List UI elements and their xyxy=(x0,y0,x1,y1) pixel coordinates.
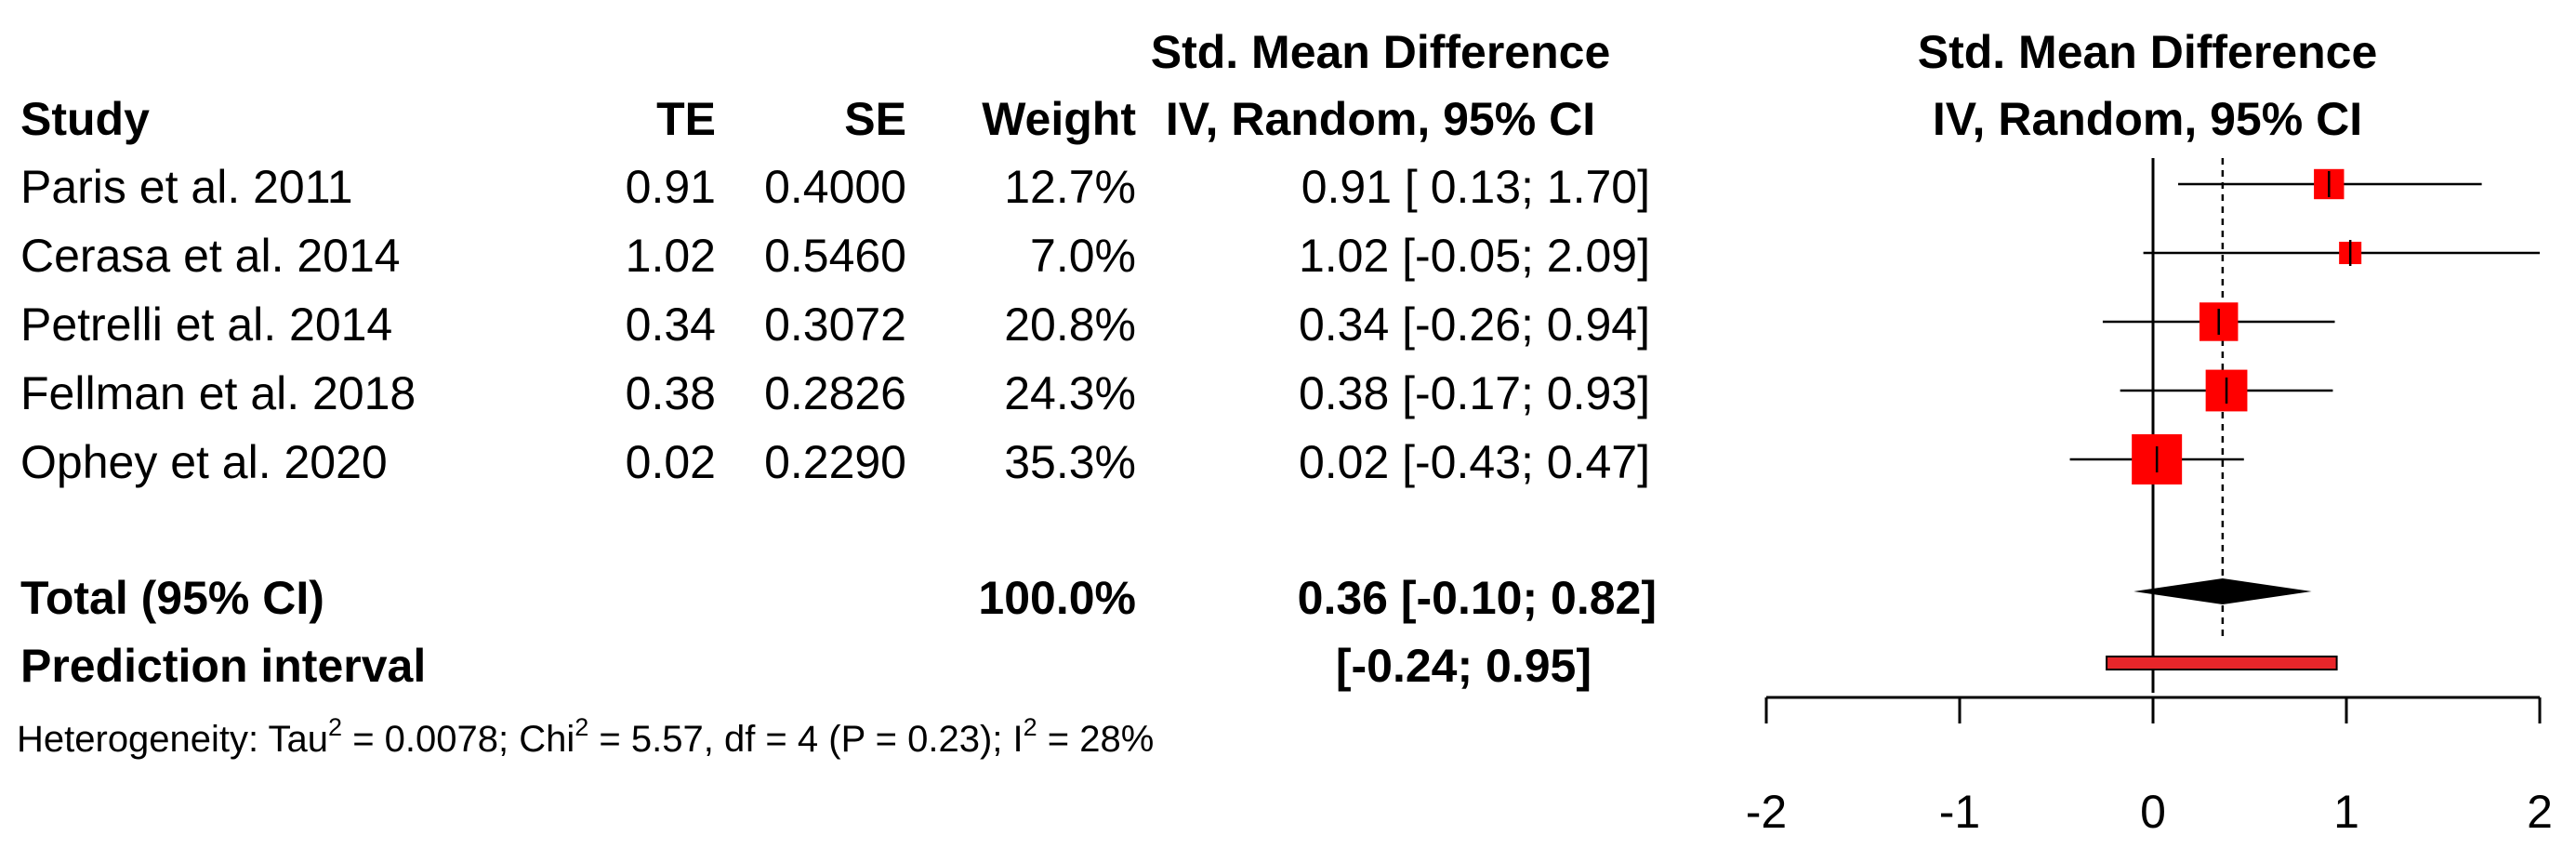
total-label: Total (95% CI) xyxy=(20,572,324,624)
study-column-header: Study xyxy=(20,93,150,145)
study-row: Paris et al. 2011 0.91 0.4000 12.7% 0.91… xyxy=(20,161,1650,213)
study-se: 0.3072 xyxy=(764,298,906,351)
study-ci: 1.02 [-0.05; 2.09] xyxy=(1299,230,1650,282)
study-te: 0.34 xyxy=(626,298,716,351)
study-se: 0.2290 xyxy=(764,436,906,488)
study-row: Petrelli et al. 2014 0.34 0.3072 20.8% 0… xyxy=(20,298,1650,351)
study-weight: 35.3% xyxy=(1004,436,1136,488)
heterogeneity-chi-sup: 2 xyxy=(575,713,588,741)
heterogeneity-chi-rest: = 5.57, df = 4 (P = 0.23); I xyxy=(588,719,1023,760)
study-ci: 0.38 [-0.17; 0.93] xyxy=(1299,367,1650,419)
study-name: Ophey et al. 2020 xyxy=(20,436,388,488)
study-te: 0.02 xyxy=(626,436,716,488)
study-row: Fellman et al. 2018 0.38 0.2826 24.3% 0.… xyxy=(20,367,1650,419)
study-se: 0.2826 xyxy=(764,367,906,419)
study-se: 0.4000 xyxy=(764,161,906,213)
x-axis-tick-label: -1 xyxy=(1939,786,1980,838)
plot-header-line2: IV, Random, 95% CI xyxy=(1933,93,2362,145)
study-name: Petrelli et al. 2014 xyxy=(20,298,392,351)
study-weight: 24.3% xyxy=(1004,367,1136,419)
se-column-header: SE xyxy=(844,93,906,145)
prediction-label: Prediction interval xyxy=(20,640,426,692)
x-axis-tick-label: 2 xyxy=(2527,786,2553,838)
prediction-ci: [-0.24; 0.95] xyxy=(1336,640,1592,692)
x-axis-tick-label: -2 xyxy=(1746,786,1787,838)
prediction-interval-bar xyxy=(2106,656,2338,670)
study-se: 0.5460 xyxy=(764,230,906,282)
heterogeneity-i-sup: 2 xyxy=(1024,713,1037,741)
heterogeneity-tau-sup: 2 xyxy=(328,713,342,741)
plot-area: -2 -1 0 1 2 xyxy=(1746,158,2553,838)
study-row: Ophey et al. 2020 0.02 0.2290 35.3% 0.02… xyxy=(20,436,1650,488)
study-weight: 7.0% xyxy=(1030,230,1136,282)
study-ci: 0.34 [-0.26; 0.94] xyxy=(1299,298,1650,351)
heterogeneity-tau-label: Heterogeneity: Tau xyxy=(17,719,328,760)
study-te: 1.02 xyxy=(626,230,716,282)
pooled-diamond xyxy=(2133,578,2312,604)
study-row: Cerasa et al. 2014 1.02 0.5460 7.0% 1.02… xyxy=(20,230,1650,282)
ci-column-header-line2: IV, Random, 95% CI xyxy=(1166,93,1595,145)
heterogeneity-text: Heterogeneity: Tau2 = 0.0078; Chi2 = 5.5… xyxy=(17,713,1154,760)
study-weight: 20.8% xyxy=(1004,298,1136,351)
plot-header-line1: Std. Mean Difference xyxy=(1918,26,2378,78)
study-ci: 0.91 [ 0.13; 1.70] xyxy=(1301,161,1650,213)
study-name: Fellman et al. 2018 xyxy=(20,367,416,419)
study-te: 0.91 xyxy=(626,161,716,213)
study-weight: 12.7% xyxy=(1004,161,1136,213)
study-name: Cerasa et al. 2014 xyxy=(20,230,401,282)
te-column-header: TE xyxy=(656,93,716,145)
heterogeneity-tau-value: = 0.0078; Chi xyxy=(342,719,575,760)
ci-column-header-line1: Std. Mean Difference xyxy=(1151,26,1611,78)
study-te: 0.38 xyxy=(626,367,716,419)
x-axis-tick-label: 1 xyxy=(2333,786,2359,838)
x-axis-tick-label: 0 xyxy=(2140,786,2166,838)
study-name: Paris et al. 2011 xyxy=(20,161,353,213)
heterogeneity-i-rest: = 28% xyxy=(1037,719,1155,760)
total-weight: 100.0% xyxy=(978,572,1136,624)
total-ci: 0.36 [-0.10; 0.82] xyxy=(1298,572,1657,624)
study-ci: 0.02 [-0.43; 0.47] xyxy=(1299,436,1650,488)
weight-column-header: Weight xyxy=(982,93,1136,145)
